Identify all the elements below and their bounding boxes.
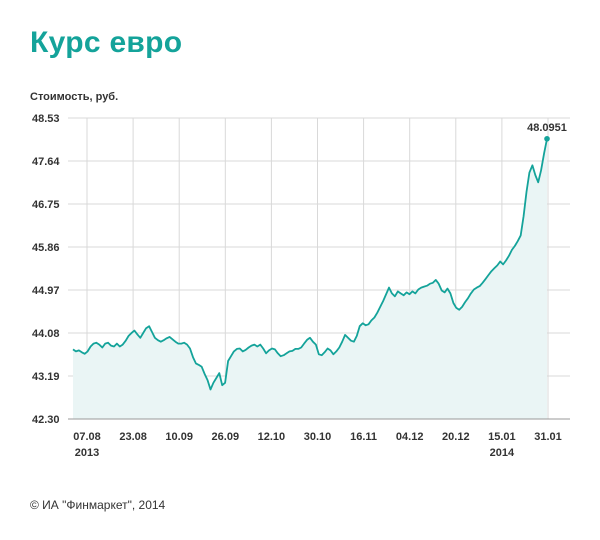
series-line xyxy=(72,138,548,391)
x-tick-label: 07.08 xyxy=(73,431,101,443)
x-tick-label: 12.10 xyxy=(258,431,286,443)
x-tick-label: 04.12 xyxy=(396,431,424,443)
y-tick-label: 42.30 xyxy=(32,414,60,426)
last-point-marker xyxy=(544,135,550,142)
chart-title: Курс евро xyxy=(30,26,183,59)
y-tick-label: 45.86 xyxy=(32,242,60,254)
x-tick-label: 20.12 xyxy=(442,431,470,443)
x-tick-label: 15.01 xyxy=(488,431,516,443)
series-area xyxy=(73,138,547,420)
x-tick-label: 31.01 xyxy=(534,431,562,443)
year-label: 2014 xyxy=(490,447,515,459)
year-label: 2013 xyxy=(75,447,99,459)
x-tick-label: 26.09 xyxy=(212,431,240,443)
y-tick-label: 47.64 xyxy=(32,156,60,168)
y-tick-label: 44.08 xyxy=(32,328,60,340)
x-tick-label: 30.10 xyxy=(304,431,332,443)
copyright-footer: © ИА "Финмаркет", 2014 xyxy=(30,498,166,512)
y-tick-label: 48.53 xyxy=(32,113,60,125)
x-tick-label: 16.11 xyxy=(350,431,377,443)
y-tick-label: 44.97 xyxy=(32,285,60,297)
y-axis-label: Стоимость, руб. xyxy=(30,91,119,103)
y-tick-label: 43.19 xyxy=(32,371,60,383)
x-tick-label: 23.08 xyxy=(119,431,147,443)
y-tick-label: 46.75 xyxy=(32,199,60,211)
x-tick-label: 10.09 xyxy=(165,431,193,443)
last-value-label: 48.0951 xyxy=(527,122,567,134)
